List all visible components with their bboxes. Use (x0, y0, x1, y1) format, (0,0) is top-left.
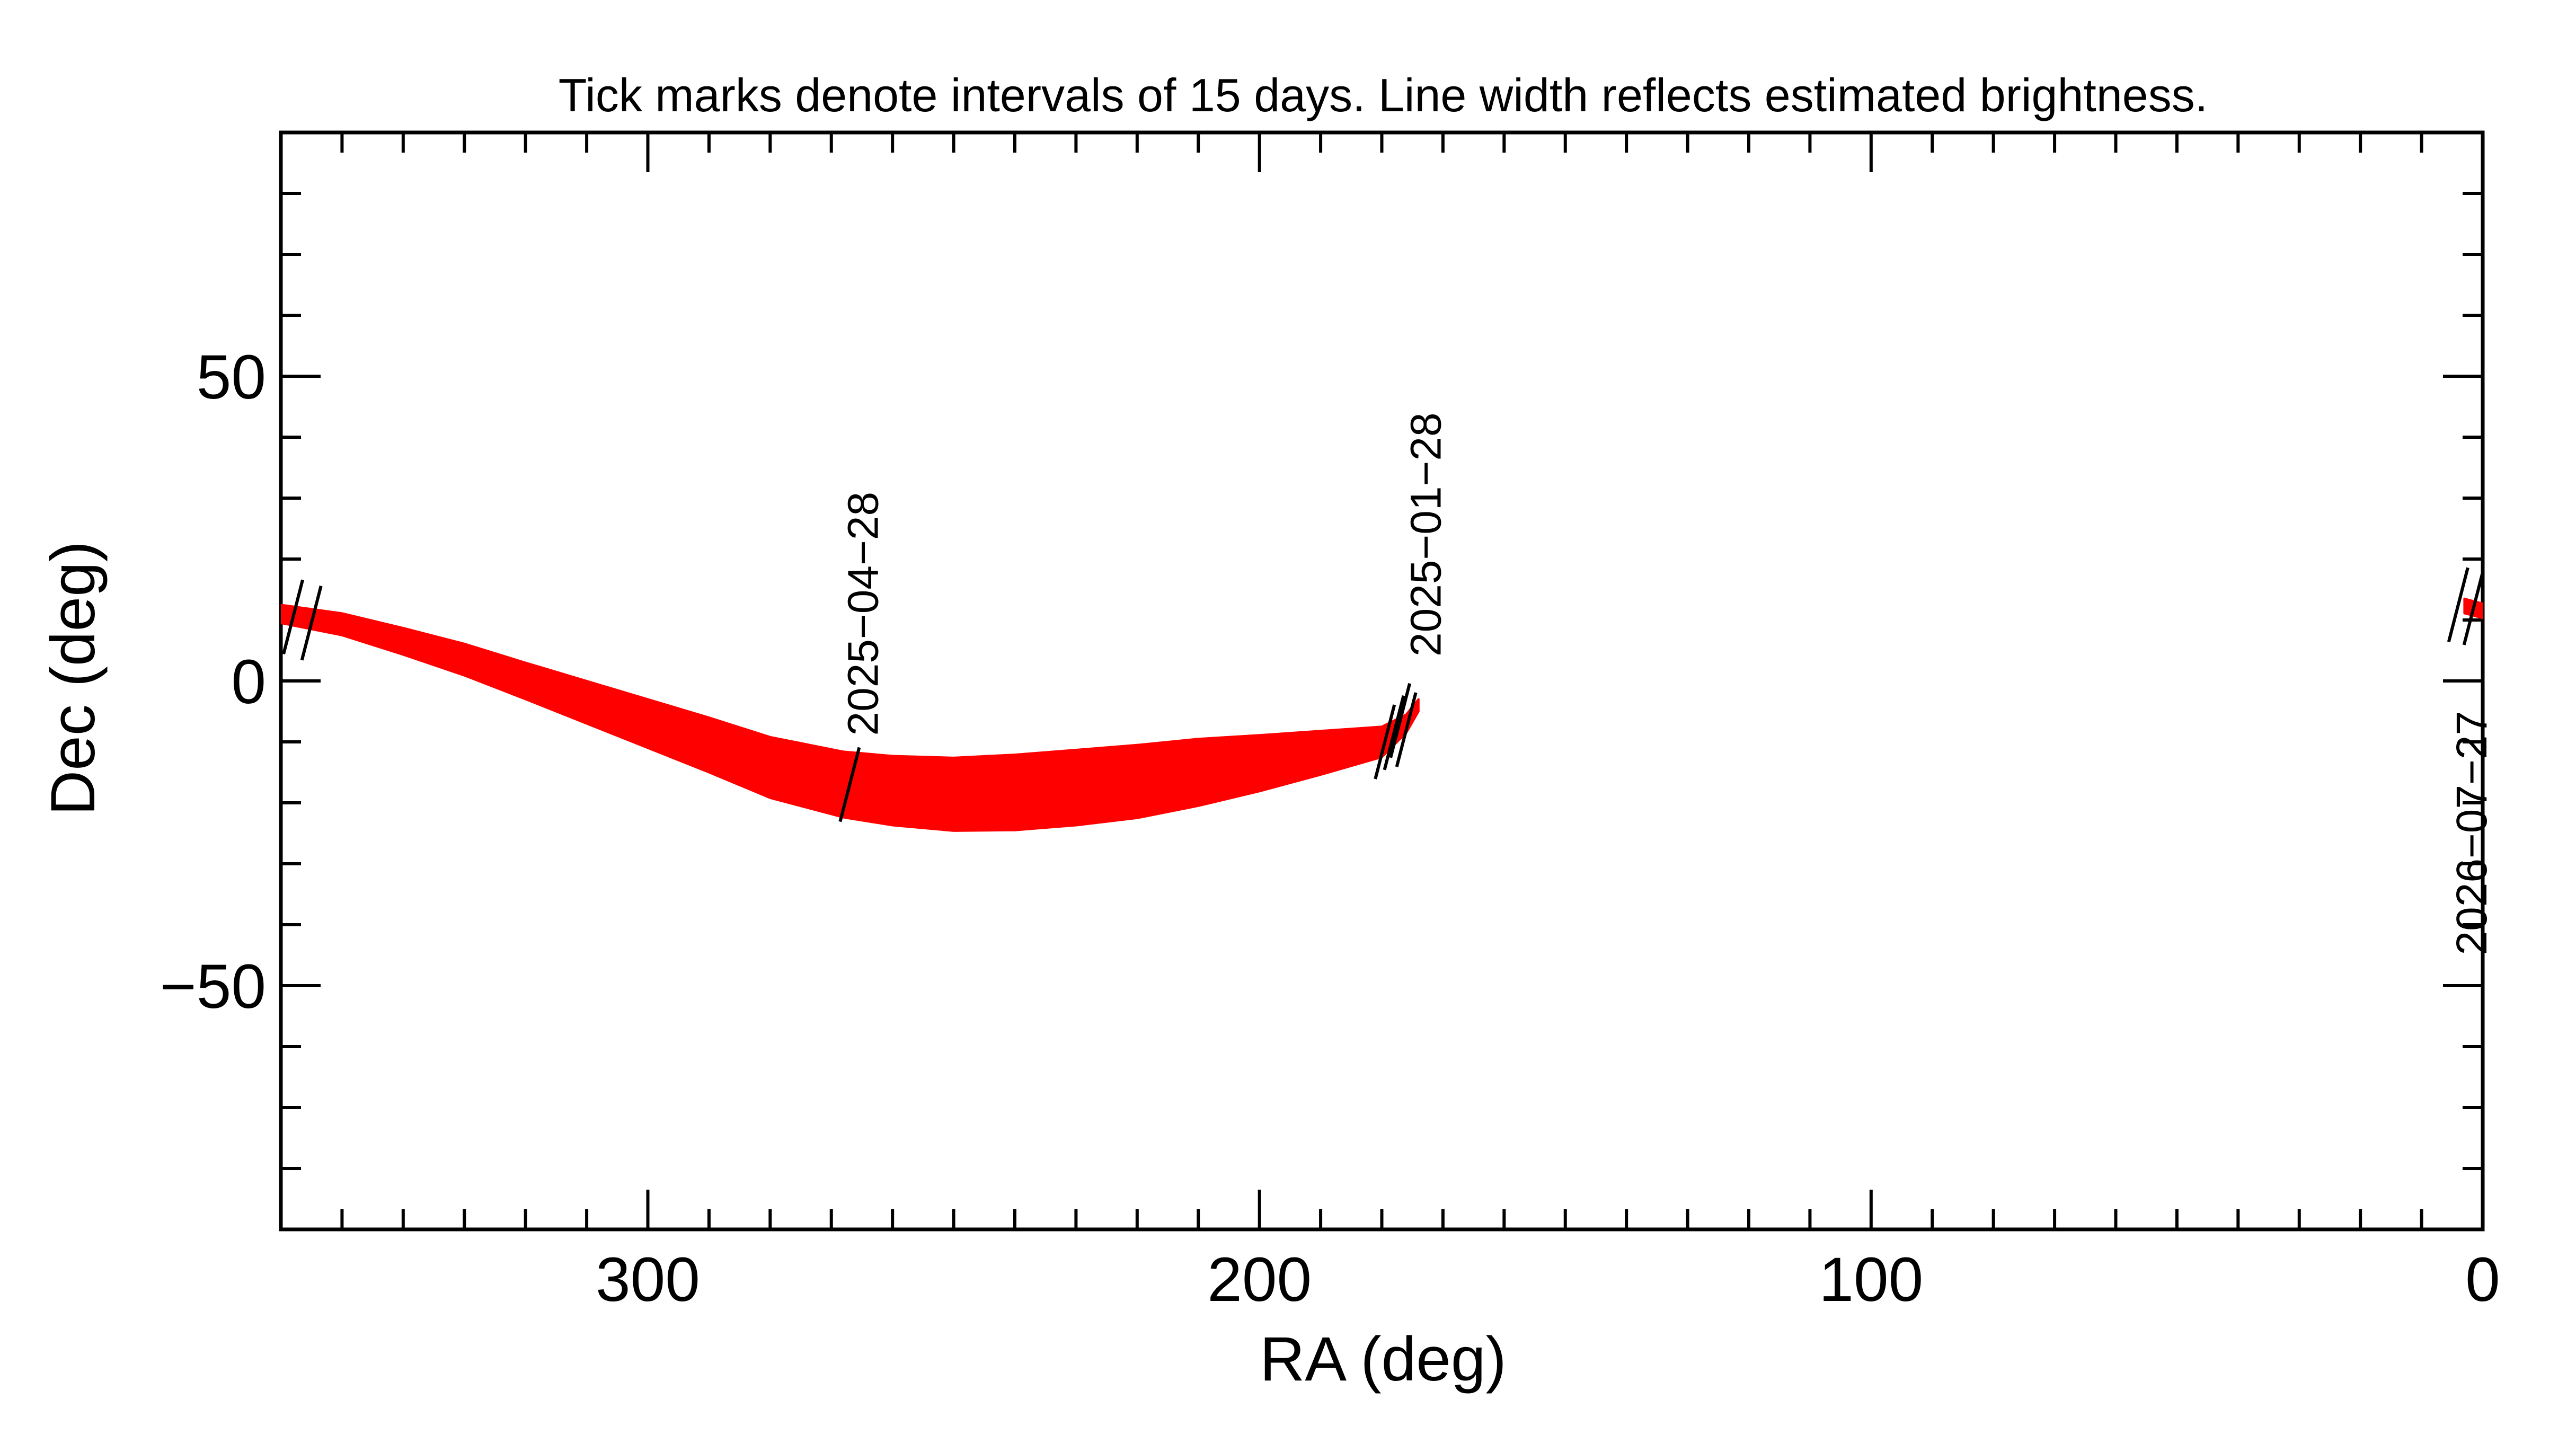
interval-tick-mark (1395, 692, 1418, 767)
date-annotation: 2026−07−27 (2448, 711, 2496, 955)
interval-tick-mark (1374, 704, 1396, 779)
interval-tick-mark (838, 747, 861, 822)
date-annotation: 2025−01−28 (1402, 412, 1450, 657)
track-group (281, 567, 2483, 832)
track-band (281, 604, 1420, 832)
interval-tick-mark (1383, 695, 1405, 770)
y-tick-label: −50 (160, 952, 266, 1022)
chart-title: Tick marks denote intervals of 15 days. … (559, 69, 2208, 121)
x-tick-label: 0 (2465, 1245, 2500, 1315)
interval-tick-mark (2447, 567, 2469, 642)
x-axis-label: RA (deg) (1260, 1324, 1507, 1394)
x-tick-label: 300 (596, 1245, 700, 1315)
interval-tick-mark (2462, 570, 2483, 645)
x-tick-label: 100 (1819, 1245, 1923, 1315)
interval-tick-mark (300, 586, 323, 661)
x-tick-label: 200 (1207, 1245, 1312, 1315)
y-tick-label: 0 (231, 647, 266, 717)
date-annotation: 2025−04−28 (839, 492, 888, 736)
y-axis-label: Dec (deg) (38, 541, 108, 816)
y-tick-label: 50 (197, 342, 266, 412)
plot-frame (279, 130, 2485, 1232)
interval-tick-mark (1389, 683, 1412, 758)
plot-area: 300 200 100 0 50 0 −50 2025−04−28 2025−01−28 2026… (160, 130, 2500, 1315)
interval-tick-mark (282, 579, 304, 654)
